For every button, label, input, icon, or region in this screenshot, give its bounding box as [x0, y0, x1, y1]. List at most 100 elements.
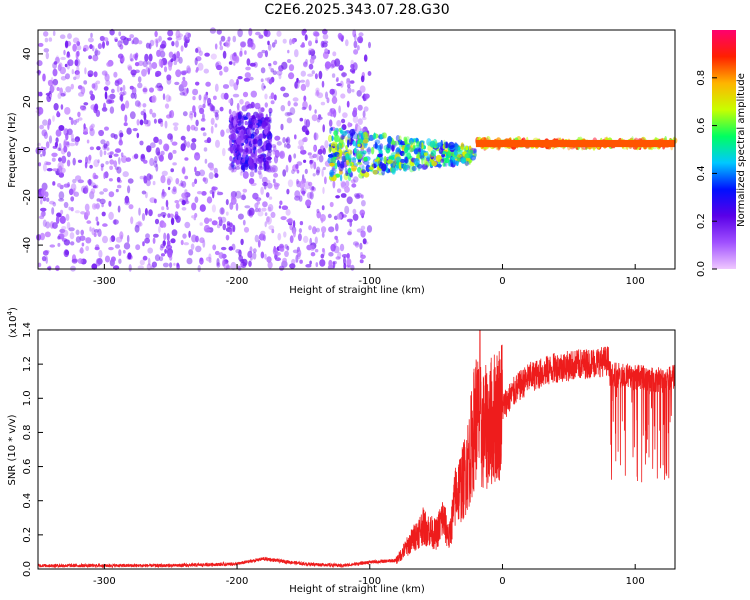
spectrogram-cell — [257, 139, 263, 147]
spectrogram-cell — [51, 157, 56, 162]
spectrogram-cell — [39, 124, 44, 130]
spectrogram-cell — [268, 135, 272, 143]
spectrogram-cell — [72, 37, 80, 44]
spectrogram-cell — [49, 85, 55, 93]
spectrogram-cell — [168, 51, 174, 58]
spectrogram-cell — [429, 140, 436, 148]
spectrogram-cell — [85, 245, 90, 252]
spectrogram-cell — [64, 107, 71, 115]
spectrogram-cell — [239, 99, 244, 105]
spectrogram-cell — [46, 168, 53, 172]
spectrogram-cell — [163, 143, 170, 152]
spectrogram-cell — [52, 68, 58, 77]
spectrogram-cell — [301, 190, 306, 195]
spectrogram-cell — [77, 159, 83, 163]
spectrogram-cell — [219, 70, 223, 76]
spectrogram-cell — [248, 156, 254, 165]
spectrogram-cell — [293, 102, 299, 107]
spectrogram-cell — [188, 230, 191, 238]
spectrogram-cell — [139, 140, 144, 146]
spectrogram-cell — [419, 152, 425, 160]
spectrogram-cell — [84, 67, 87, 75]
spectrogram-cell — [345, 39, 349, 47]
spectrogram-cell — [65, 73, 70, 80]
spectrogram-cell — [292, 249, 299, 254]
spectrogram-x-tick-label: -100 — [358, 276, 381, 287]
spectrogram-cell — [276, 70, 283, 76]
spectrogram-cell — [134, 54, 138, 61]
spectrogram-cell — [129, 34, 135, 39]
spectrogram-cell — [294, 190, 301, 198]
spectrogram-cell — [59, 87, 63, 95]
spectrogram-cell — [331, 73, 336, 78]
spectrogram-cell — [68, 227, 75, 232]
spectrogram-cell — [305, 130, 310, 136]
spectrogram-cell — [65, 86, 72, 93]
spectrogram-cell — [303, 95, 307, 102]
spectrogram-cell — [180, 239, 184, 246]
spectrogram-cell — [211, 186, 218, 191]
spectrogram-cell — [272, 60, 278, 66]
spectrogram-cell — [362, 110, 366, 118]
spectrogram-y-tick-label: 40 — [22, 48, 33, 61]
spectrogram-cell — [240, 262, 243, 267]
spectrogram-cell — [248, 260, 252, 267]
spectrogram-cell — [347, 133, 351, 139]
spectrogram-cell — [305, 199, 312, 207]
spectrogram-cell — [347, 87, 352, 94]
spectrogram-cell — [245, 135, 249, 139]
spectrogram-cell — [88, 154, 92, 161]
spectrogram-cell — [321, 80, 325, 88]
spectrogram-cell — [276, 141, 282, 146]
spectrogram-cell — [168, 95, 172, 102]
spectrogram-cell — [273, 94, 277, 101]
spectrogram-cell — [37, 107, 44, 115]
spectrogram-cell — [203, 93, 209, 101]
spectrogram-cell — [453, 159, 456, 166]
spectrogram-cell — [47, 122, 50, 130]
spectrogram-cell — [287, 179, 294, 188]
spectrogram-cell — [303, 61, 308, 68]
spectrogram-cell — [199, 204, 206, 212]
spectrogram-cell — [248, 178, 255, 185]
spectrogram-cell — [376, 167, 380, 171]
spectrogram-cell — [383, 156, 387, 165]
spectrogram-cell — [154, 156, 158, 163]
spectrogram-cell — [280, 86, 286, 92]
spectrogram-cell — [70, 117, 74, 126]
spectrogram-cell — [120, 155, 128, 163]
spectrogram-cell — [274, 182, 278, 186]
spectrogram-cell — [435, 154, 442, 163]
spectrogram-cell — [350, 64, 355, 69]
spectrogram-cell — [74, 70, 80, 75]
spectrogram-cell — [36, 234, 42, 241]
spectrogram-cell — [103, 102, 106, 111]
spectrogram-cell — [95, 202, 100, 210]
spectrogram-cell — [172, 186, 177, 193]
spectrogram-cell — [284, 250, 289, 257]
spectrogram-cell — [63, 145, 68, 153]
spectrogram-cell — [350, 80, 355, 84]
spectrogram-cell — [66, 53, 71, 59]
spectrogram-cell — [398, 161, 402, 170]
spectrogram-cell — [327, 134, 333, 143]
spectrogram-cell — [245, 148, 249, 153]
spectrogram-cell — [55, 215, 60, 224]
spectrogram-cell — [321, 232, 325, 238]
spectrogram-cell — [299, 259, 303, 264]
spectrogram-cell — [153, 233, 159, 238]
spectrogram-cell — [160, 253, 166, 257]
snr-y-tick-label: 1.4 — [22, 322, 33, 338]
spectrogram-cell — [194, 57, 198, 66]
spectrogram-y-tick-label: -40 — [22, 237, 33, 253]
spectrogram-cell — [149, 39, 155, 47]
spectrogram-cell — [142, 86, 148, 95]
spectrogram-cell — [281, 61, 288, 70]
spectrogram-cell — [283, 231, 287, 238]
spectrogram-cell — [160, 175, 166, 184]
spectrogram-cell — [209, 165, 215, 171]
spectrogram-cell — [70, 133, 74, 141]
spectrogram-cell — [456, 154, 463, 158]
spectrogram-cell — [229, 228, 233, 235]
spectrogram-cell — [171, 229, 178, 237]
